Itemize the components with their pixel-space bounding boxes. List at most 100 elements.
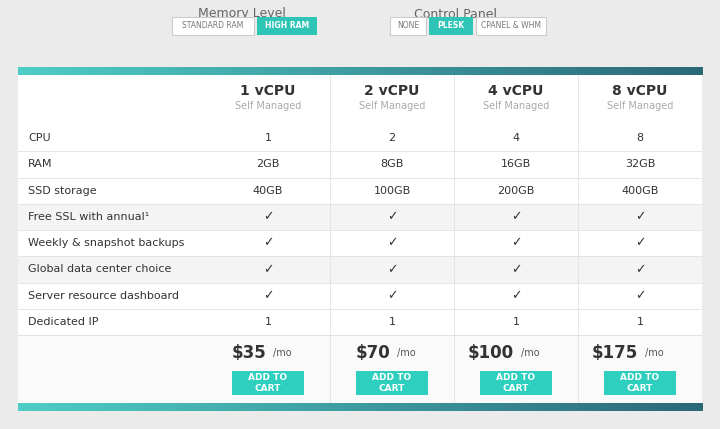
Bar [692, 67, 696, 75]
Text: ✓: ✓ [387, 263, 397, 276]
Bar [668, 403, 672, 411]
Bar [391, 403, 395, 411]
Bar [94, 403, 97, 411]
Bar [661, 67, 665, 75]
Bar [589, 67, 593, 75]
Bar [356, 403, 361, 411]
Bar [295, 67, 299, 75]
Text: /mo: /mo [521, 348, 539, 358]
Text: HIGH RAM: HIGH RAM [265, 21, 309, 30]
Bar [575, 403, 580, 411]
Bar [644, 403, 648, 411]
Bar [285, 67, 289, 75]
Bar [223, 67, 227, 75]
Bar [319, 67, 323, 75]
Bar [247, 67, 251, 75]
Bar [634, 67, 637, 75]
Bar [517, 403, 521, 411]
Bar [131, 67, 135, 75]
Text: 8GB: 8GB [380, 160, 404, 169]
Bar [616, 67, 621, 75]
Bar [213, 403, 217, 411]
Text: RAM: RAM [28, 160, 53, 169]
Bar [131, 403, 135, 411]
Bar [415, 403, 418, 411]
Bar [63, 403, 66, 411]
Bar [210, 67, 213, 75]
Bar [596, 403, 600, 411]
Bar [354, 67, 357, 75]
Bar [121, 403, 125, 411]
Text: Weekly & snapshot backups: Weekly & snapshot backups [28, 238, 184, 248]
Bar [28, 67, 32, 75]
Bar [442, 67, 446, 75]
Bar [548, 67, 552, 75]
Bar [213, 67, 217, 75]
Text: PLESK: PLESK [438, 21, 464, 30]
Bar [456, 67, 459, 75]
Bar [364, 403, 367, 411]
Bar [681, 403, 685, 411]
Text: $175: $175 [592, 344, 638, 362]
Text: 400GB: 400GB [621, 186, 659, 196]
Text: ✓: ✓ [387, 289, 397, 302]
Bar [69, 67, 73, 75]
Bar [678, 403, 682, 411]
Bar [480, 67, 484, 75]
Bar [151, 403, 156, 411]
Text: NONE: NONE [397, 21, 419, 30]
Bar [626, 67, 631, 75]
Bar [610, 403, 613, 411]
Text: ✓: ✓ [635, 210, 645, 224]
Bar [189, 403, 193, 411]
Bar [446, 67, 449, 75]
Bar [514, 67, 518, 75]
Text: ✓: ✓ [510, 289, 521, 302]
Bar [538, 403, 541, 411]
Bar [302, 67, 306, 75]
Bar [456, 403, 459, 411]
Bar [196, 67, 199, 75]
Bar [360, 403, 364, 411]
Text: ✓: ✓ [635, 263, 645, 276]
Text: Global data center choice: Global data center choice [28, 264, 171, 275]
Text: ADD TO
CART: ADD TO CART [496, 373, 536, 393]
Text: 1: 1 [264, 133, 271, 143]
Bar [53, 67, 56, 75]
Bar [405, 67, 408, 75]
Bar [510, 403, 514, 411]
Bar [155, 67, 158, 75]
Bar [35, 403, 39, 411]
Bar [548, 403, 552, 411]
Bar [18, 256, 702, 283]
Bar [459, 67, 463, 75]
Bar [681, 67, 685, 75]
Bar [206, 403, 210, 411]
Bar [531, 403, 535, 411]
Text: ✓: ✓ [635, 237, 645, 250]
Bar [148, 403, 152, 411]
Bar [18, 283, 702, 309]
Bar [517, 67, 521, 75]
Bar [325, 403, 330, 411]
Text: Self Managed: Self Managed [235, 101, 301, 111]
Bar [176, 67, 179, 75]
Bar [524, 67, 528, 75]
Bar [104, 67, 107, 75]
Bar [299, 67, 302, 75]
Text: Dedicated IP: Dedicated IP [28, 317, 99, 327]
Bar [186, 67, 189, 75]
Bar [79, 67, 84, 75]
Bar [282, 403, 285, 411]
Bar [189, 67, 193, 75]
Bar [96, 403, 101, 411]
Bar [94, 67, 97, 75]
Bar [380, 67, 384, 75]
Bar [18, 151, 702, 178]
Bar [76, 67, 80, 75]
Bar [247, 403, 251, 411]
Bar [271, 403, 275, 411]
Bar [544, 403, 549, 411]
Bar [514, 403, 518, 411]
Bar [343, 403, 347, 411]
